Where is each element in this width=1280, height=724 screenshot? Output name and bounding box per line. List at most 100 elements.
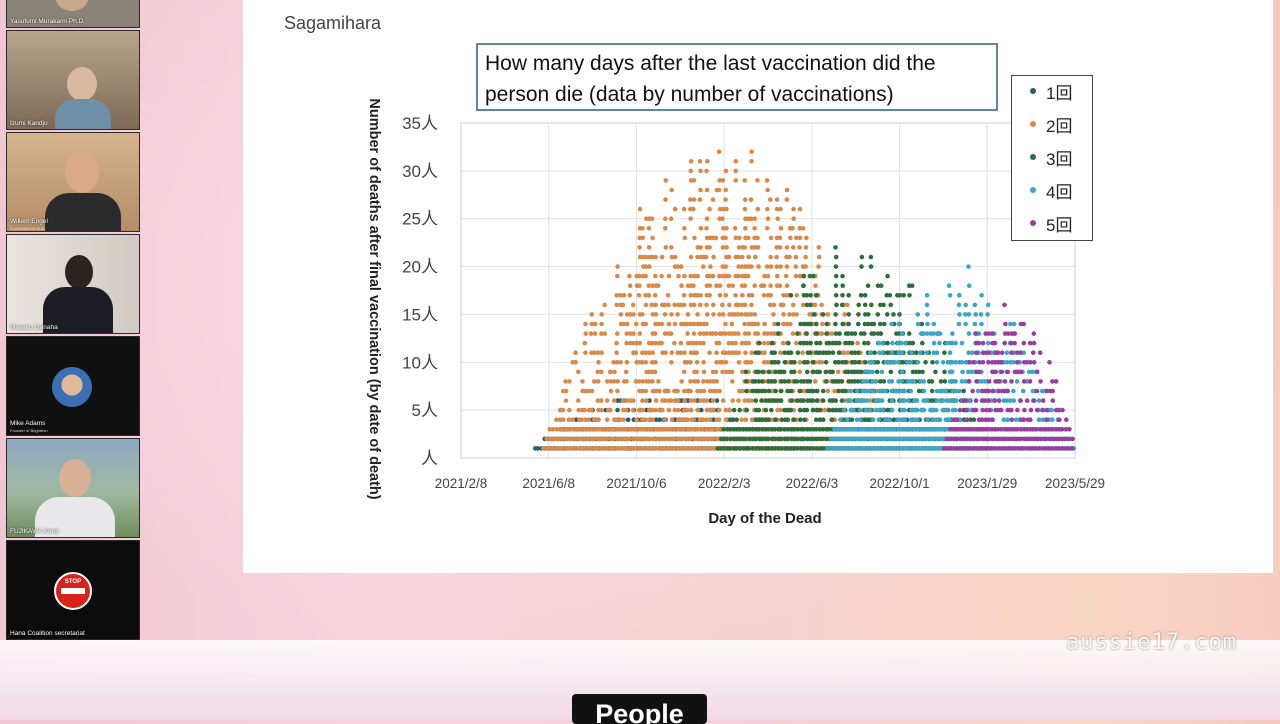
data-point-4 [1011,321,1017,327]
data-point-3 [856,350,861,356]
data-point-2 [634,321,639,327]
data-point-2 [716,407,722,413]
data-point-2 [599,331,604,336]
participant-name: Willem Engel [10,218,48,225]
data-point-3 [881,379,887,384]
data-point-3 [810,273,816,279]
data-point-5 [1022,407,1027,413]
data-point-2 [656,379,661,384]
data-point-5 [1053,427,1059,432]
data-point-3 [852,369,858,375]
data-point-5 [1027,379,1033,384]
data-point-2 [697,331,703,336]
data-point-3 [807,273,813,279]
data-point-5 [1022,436,1027,442]
data-point-2 [560,436,565,442]
data-point-2 [682,273,687,279]
data-point-4 [880,407,885,413]
data-point-2 [697,159,703,164]
data-point-2 [662,331,668,336]
participant-tile[interactable]: Willem Engel Foundation for truth [6,132,140,232]
y-tick-label: 10人 [402,353,438,372]
data-point-2 [663,350,668,356]
data-point-4 [850,436,856,442]
data-point-5 [976,340,982,346]
data-point-2 [736,360,742,365]
data-point-5 [963,398,969,403]
data-point-4 [847,436,853,442]
data-point-2 [589,312,595,317]
participant-tile[interactable]: Masako Ganaha [6,234,140,334]
data-point-5 [1056,436,1062,442]
data-point-2 [580,379,585,384]
x-tick-label: 2022/2/3 [698,476,751,491]
data-point-5 [986,360,991,365]
data-point-2 [653,302,658,308]
data-point-4 [857,436,862,442]
data-point-2 [813,379,818,384]
data-point-3 [855,379,861,384]
data-point-2 [748,360,754,365]
participant-tile[interactable]: FUJIKAWA Kenji [6,438,140,538]
data-point-3 [813,427,819,432]
data-point-2 [704,436,709,442]
data-point-3 [788,350,794,356]
data-point-2 [650,379,655,384]
data-point-3 [785,427,791,432]
data-point-2 [595,417,601,423]
data-point-2 [749,159,754,164]
data-point-3 [802,321,807,327]
data-point-2 [720,369,725,375]
data-point-2 [691,302,697,308]
data-point-2 [710,302,716,308]
data-point-3 [938,379,944,384]
data-point-4 [876,417,882,423]
data-point-3 [830,340,836,346]
participant-tile[interactable]: Mike Adams Founder of Brighteon [6,336,140,436]
data-point-2 [707,273,712,279]
data-point-4 [863,407,869,413]
data-point-4 [870,417,876,423]
participant-tile[interactable]: STOP Hana Coalition secretariat [6,540,140,640]
data-point-5 [1056,407,1062,413]
participant-tile[interactable]: Izumi Kandjo [6,30,140,130]
data-point-2 [822,407,828,413]
data-point-2 [813,283,818,289]
data-point-3 [778,398,784,403]
data-point-3 [833,407,839,413]
data-point-2 [723,417,729,423]
data-point-2 [688,302,694,308]
data-point-2 [723,407,729,413]
data-point-2 [591,417,597,423]
data-point-2 [675,312,680,317]
data-point-4 [895,446,901,451]
data-point-2 [723,293,729,298]
data-point-2 [694,369,699,375]
y-tick-label: 5人 [412,401,438,420]
data-point-2 [745,360,751,365]
participant-tile[interactable]: Yasufumi Murakami Ph.D. [6,0,140,28]
data-point-4 [832,427,837,432]
data-point-2 [736,245,742,250]
data-point-2 [662,302,668,308]
data-point-3 [887,293,893,298]
data-point-2 [682,235,688,241]
data-point-4 [969,369,974,375]
data-point-2 [547,427,552,432]
data-point-3 [888,369,894,375]
data-point-2 [698,168,703,174]
data-point-3 [795,350,801,356]
data-point-3 [820,388,826,394]
legend-marker [1030,220,1036,226]
data-point-3 [852,350,858,356]
data-point-2 [652,293,658,298]
data-point-2 [650,350,655,356]
data-point-2 [720,273,726,279]
data-point-2 [655,283,661,289]
data-point-4 [880,427,885,432]
data-point-3 [868,254,874,260]
data-point-5 [1028,407,1034,413]
data-point-2 [640,235,646,241]
data-point-2 [550,436,556,442]
data-point-2 [804,235,809,241]
